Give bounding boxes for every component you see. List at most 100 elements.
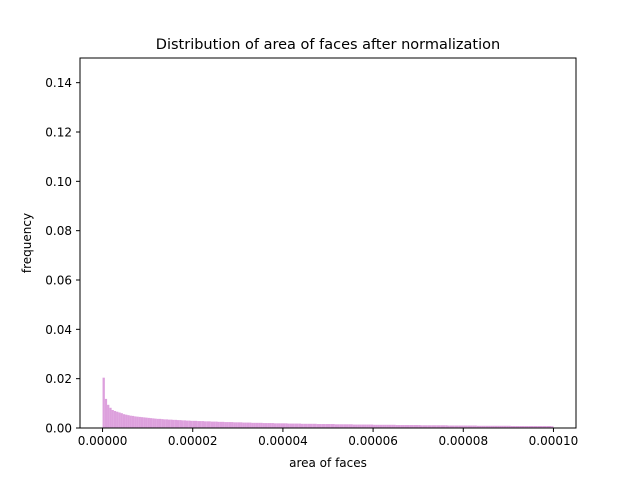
histogram-bar [215,421,218,428]
histogram-bar [524,426,527,428]
histogram-bar [404,425,407,428]
histogram-bar [149,418,153,428]
histogram-bar [316,424,320,428]
histogram-bar [314,423,317,428]
histogram-bar [463,425,466,428]
histogram-bar [249,422,252,428]
y-tick-label: 0.04 [45,323,72,337]
histogram-bar [228,422,232,428]
histogram-bar [258,422,261,428]
histogram-bar [368,424,371,428]
x-tick-label: 0.00010 [529,434,579,448]
histogram-bar [494,425,498,428]
histogram-bar [542,426,545,428]
histogram-bar [165,419,168,428]
histogram-bar [231,422,234,428]
histogram-bar [122,414,126,428]
histogram-bar [366,424,369,428]
histogram-bar [350,424,353,428]
histogram-bar [172,419,175,428]
histogram-bar [427,425,430,428]
histogram-bar [377,424,380,428]
histogram-bar [267,423,270,428]
histogram-bar [431,425,435,428]
histogram-bar [415,425,419,428]
histogram-bar [217,421,220,428]
histogram-bar [429,425,432,428]
histogram-bar [244,422,247,428]
histogram-bar [269,423,272,428]
histogram-bar [294,423,297,428]
histogram-bar [253,422,256,428]
histogram-bar [436,425,439,428]
x-tick-label: 0.00008 [438,434,488,448]
histogram-bar [109,407,112,428]
histogram-bar [300,423,304,428]
chart-title: Distribution of area of faces after norm… [156,37,500,53]
histogram-bar [325,424,329,428]
histogram-bar [154,418,157,428]
histogram-bar [271,423,274,428]
histogram-bar [391,424,394,428]
histogram-bar [199,421,202,428]
histogram-bar [492,425,495,428]
histogram-bar [102,377,105,428]
histogram-bar [332,424,335,428]
histogram-bar [328,424,331,428]
histogram-bar [235,422,238,428]
histogram-bar [242,422,245,428]
y-tick-label: 0.10 [45,175,72,189]
histogram-bar [409,425,412,428]
histogram-bar [323,424,326,428]
histogram-bar [445,425,448,428]
histogram-bar [418,425,421,428]
histogram-bar [192,420,196,428]
histogram-bar [370,424,374,428]
histogram-bar [127,415,130,428]
histogram-bar [188,420,191,428]
histogram-bar [174,419,177,428]
histogram-bar [506,425,509,428]
histogram-bar [303,423,306,428]
histogram-bar [472,425,475,428]
histogram-bar [343,424,347,428]
histogram-bar [152,418,155,428]
histogram-bar [156,418,159,428]
histogram-bar [140,417,144,428]
histogram-bar [528,426,531,428]
histogram-bar [237,422,241,428]
histogram-bar [339,424,342,428]
histogram-bar [167,419,171,428]
histogram-bar [510,426,513,428]
histogram-bar [264,423,268,428]
histogram-bar [278,423,281,428]
histogram-bar [406,425,410,428]
histogram-bar [503,425,507,428]
histogram-bar [185,420,189,428]
histogram-bar [113,410,117,428]
histogram-bar [337,424,340,428]
histogram-bar [382,424,385,428]
histogram-bars [102,377,554,428]
histogram-bar [397,425,401,428]
histogram-bar [197,421,200,428]
histogram-bar [440,425,444,428]
histogram-bar [458,425,462,428]
histogram-bar [497,425,500,428]
x-tick-label: 0.00000 [78,434,128,448]
histogram-bar [508,425,511,428]
histogram-bar [465,425,468,428]
histogram-bar [307,423,311,428]
histogram-bar [246,422,250,428]
histogram-bar [179,420,182,428]
histogram-bar [517,426,520,428]
histogram-bar [224,422,227,428]
histogram-bar [255,422,259,428]
histogram-bar [210,421,214,428]
histogram-bar [537,426,540,428]
histogram-bar [120,413,123,428]
histogram-bar [488,425,491,428]
x-tick-label: 0.00006 [348,434,398,448]
